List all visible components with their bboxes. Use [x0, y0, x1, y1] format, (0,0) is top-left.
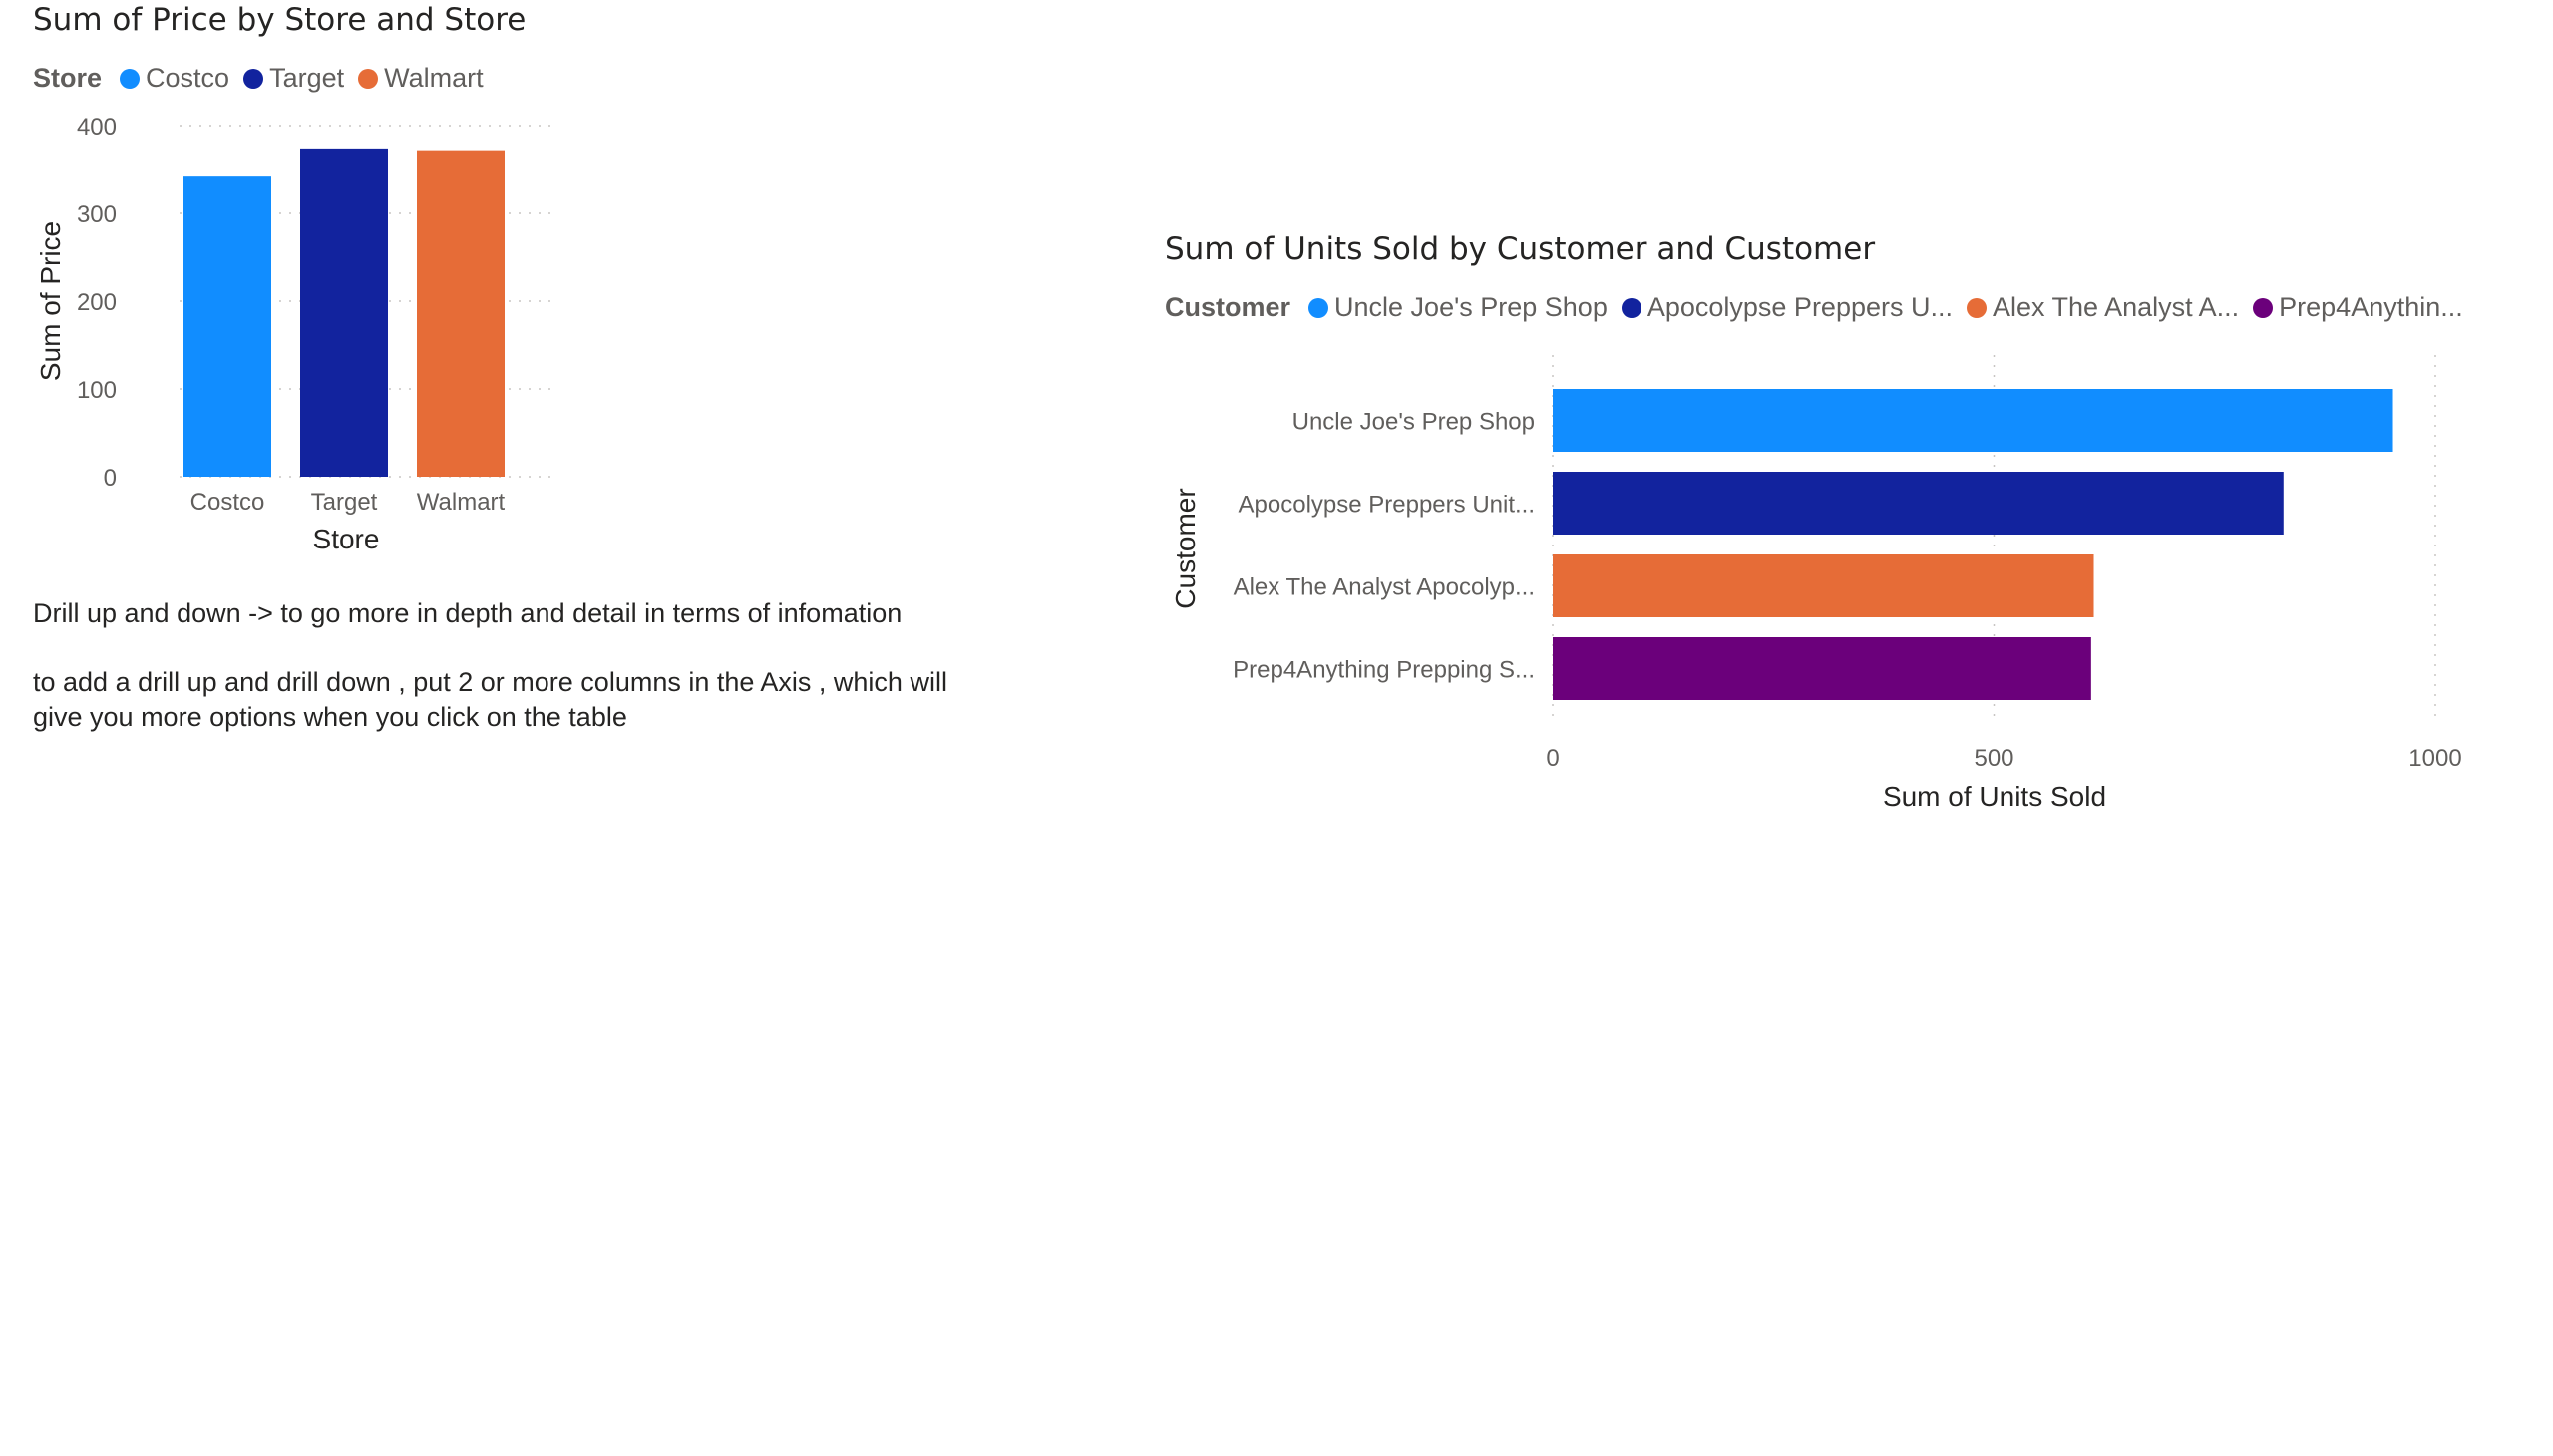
- units-by-customer-visual[interactable]: Sum of Units Sold by Customer and Custom…: [1147, 219, 2523, 838]
- drill-note-line-2: to add a drill up and drill down , put 2…: [33, 667, 947, 732]
- legend-dot-icon: [1967, 297, 1987, 318]
- price-by-store-visual[interactable]: Sum of Price by Store and Store Store Co…: [0, 0, 598, 558]
- x-tick-label: Costco: [190, 489, 265, 516]
- price-legend-title: Store: [33, 63, 103, 93]
- legend-item-prep4anything[interactable]: Prep4Anythin...: [2253, 292, 2463, 323]
- bar: [417, 150, 505, 477]
- legend-dot-icon: [1621, 297, 1641, 318]
- y-tick-label: Apocolypse Preppers Unit...: [1239, 492, 1535, 519]
- legend-label: Target: [269, 63, 345, 93]
- legend-label: Costco: [146, 63, 230, 93]
- legend-dot-icon: [2253, 297, 2274, 318]
- y-tick-label: 100: [77, 377, 117, 404]
- legend-item-uncle-joes[interactable]: Uncle Joe's Prep Shop: [1308, 292, 1608, 323]
- x-tick-label: 1000: [2408, 745, 2461, 772]
- y-tick-label: Uncle Joe's Prep Shop: [1292, 409, 1535, 436]
- price-chart-title: Sum of Price by Store and Store: [33, 2, 527, 38]
- legend-item-alex[interactable]: Alex The Analyst A...: [1967, 292, 2239, 323]
- bar: [1553, 472, 2284, 535]
- y-tick-label: 0: [104, 465, 117, 492]
- bar: [1553, 637, 2091, 700]
- y-tick-label: 400: [77, 114, 117, 141]
- legend-dot-icon: [1308, 297, 1329, 318]
- y-tick-label: Prep4Anything Prepping S...: [1233, 657, 1535, 684]
- legend-dot-icon: [358, 68, 379, 89]
- legend-item-costco[interactable]: Costco: [120, 63, 229, 94]
- units-legend-title: Customer: [1165, 292, 1291, 322]
- legend-label: Prep4Anythin...: [2279, 292, 2463, 322]
- x-tick-label: Walmart: [417, 489, 506, 516]
- x-axis-title: Sum of Units Sold: [1883, 781, 2106, 812]
- drill-note-line-1: Drill up and down -> to go more in depth…: [33, 598, 903, 628]
- bar: [183, 176, 271, 477]
- bar: [300, 148, 388, 477]
- y-axis-title: Customer: [1170, 488, 1201, 608]
- y-tick-label: 300: [77, 201, 117, 228]
- y-axis-title: Sum of Price: [35, 221, 66, 381]
- legend-dot-icon: [243, 68, 264, 89]
- legend-dot-icon: [120, 68, 141, 89]
- price-chart-plot: 0 100 200 300 400 Costco Target Walmart Store Sum…: [35, 114, 553, 554]
- x-tick-label: 500: [1974, 745, 2013, 772]
- legend-label: Apocolypse Preppers U...: [1646, 292, 1953, 322]
- legend-item-apocolypse[interactable]: Apocolypse Preppers U...: [1621, 292, 1953, 323]
- units-chart-legend: Customer Uncle Joe's Prep Shop Apocolyps…: [1165, 292, 2477, 323]
- x-tick-label: 0: [1546, 745, 1559, 772]
- x-tick-label: Target: [311, 489, 378, 516]
- units-chart-plot: 0 500 1000 Uncle Joe's Prep Shop Apocolypse …: [1170, 355, 2462, 812]
- y-tick-label: 200: [77, 289, 117, 316]
- x-axis-title: Store: [313, 524, 380, 554]
- legend-label: Uncle Joe's Prep Shop: [1334, 292, 1608, 322]
- legend-label: Alex The Analyst A...: [1993, 292, 2240, 322]
- bar: [1553, 389, 2393, 452]
- bar: [1553, 554, 2094, 617]
- price-chart-legend: Store Costco Target Walmart: [33, 63, 498, 94]
- legend-item-target[interactable]: Target: [243, 63, 344, 94]
- units-chart-title: Sum of Units Sold by Customer and Custom…: [1165, 231, 1876, 267]
- legend-item-walmart[interactable]: Walmart: [358, 63, 484, 94]
- legend-label: Walmart: [384, 63, 484, 93]
- y-tick-label: Alex The Analyst Apocolyp...: [1234, 574, 1535, 601]
